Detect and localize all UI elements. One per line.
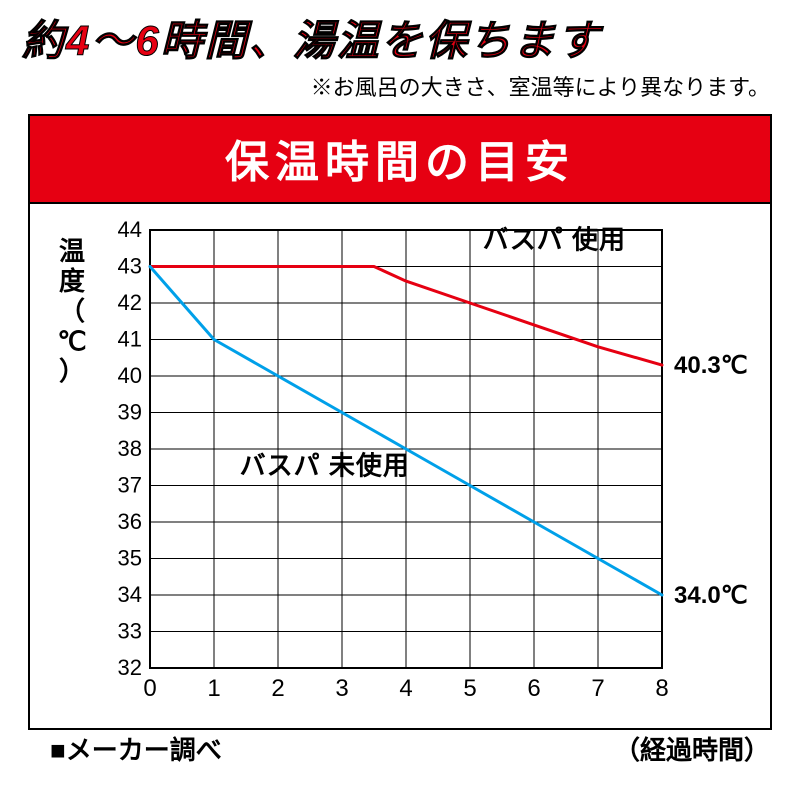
svg-text:度: 度 [59,266,85,296]
svg-text:）: ） [59,356,85,386]
svg-text:35: 35 [118,546,142,571]
x-axis-label: （経過時間） [614,730,770,767]
svg-text:37: 37 [118,473,142,498]
svg-text:42: 42 [118,290,142,315]
svg-text:バスパ 使用: バスパ 使用 [483,224,626,254]
svg-text:1: 1 [207,675,220,702]
subnote: ※お風呂の大きさ、室温等により異なります。 [0,68,800,114]
svg-text:6: 6 [527,675,540,702]
svg-text:44: 44 [118,218,142,242]
svg-text:0: 0 [143,675,156,702]
headline: 約4〜6時間、湯温を保ちます [0,0,800,68]
svg-text:4: 4 [399,675,412,702]
svg-text:34: 34 [118,582,142,607]
svg-text:5: 5 [463,675,476,702]
svg-text:38: 38 [118,436,142,461]
svg-text:41: 41 [118,327,142,352]
svg-text:温: 温 [59,236,85,266]
svg-text:40.3℃: 40.3℃ [674,352,748,379]
svg-text:2: 2 [271,675,284,702]
chart-footer: ■メーカー調べ （経過時間） [0,730,800,767]
svg-text:7: 7 [591,675,604,702]
chart-body: 32333435363738394041424344012345678温度（℃）… [30,204,770,728]
svg-text:8: 8 [655,675,668,702]
svg-text:36: 36 [118,509,142,534]
chart-banner: 保温時間の目安 [30,116,770,204]
svg-text:39: 39 [118,400,142,425]
svg-text:43: 43 [118,254,142,279]
svg-text:33: 33 [118,619,142,644]
svg-text:34.0℃: 34.0℃ [674,582,748,609]
svg-text:℃: ℃ [57,326,86,356]
chart-container: 保温時間の目安 32333435363738394041424344012345… [28,114,772,730]
svg-text:40: 40 [118,363,142,388]
svg-text:（: （ [59,296,85,326]
svg-text:32: 32 [118,655,142,680]
source-label: ■メーカー調べ [50,730,222,767]
svg-text:3: 3 [335,675,348,702]
line-chart: 32333435363738394041424344012345678温度（℃）… [42,218,758,718]
svg-text:バスパ 未使用: バスパ 未使用 [240,451,410,481]
